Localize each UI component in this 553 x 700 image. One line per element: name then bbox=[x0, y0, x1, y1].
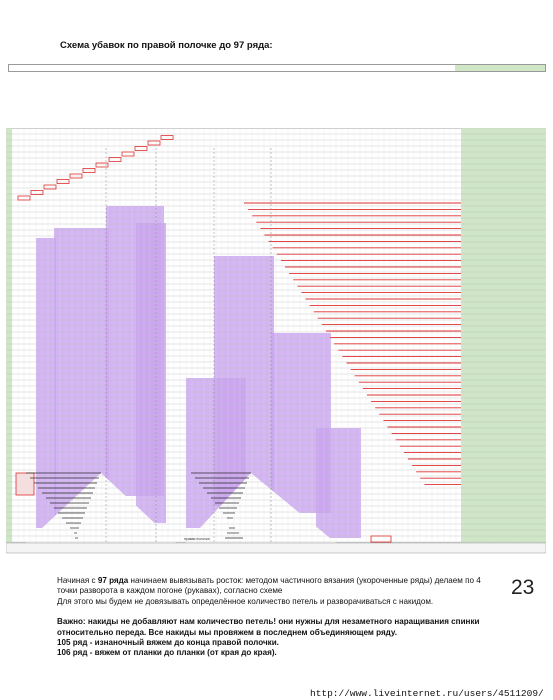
turn-point-mark bbox=[121, 151, 135, 157]
turn-point-mark bbox=[108, 157, 122, 162]
turn-point-mark bbox=[95, 162, 109, 168]
purple-zone bbox=[136, 223, 166, 523]
turn-point-mark bbox=[160, 135, 174, 140]
decrease-triangle bbox=[26, 473, 176, 543]
page-title: Схема убавок по правой полочке до 97 ряд… bbox=[60, 40, 273, 51]
top-strip-chart bbox=[8, 64, 546, 72]
decrease-triangle bbox=[186, 473, 336, 543]
page-number: 23 bbox=[511, 576, 535, 599]
bottom-number-strip bbox=[6, 542, 546, 554]
highlight-row: 97 ряда bbox=[97, 576, 129, 585]
left-green-column bbox=[6, 128, 12, 543]
top-strip-green-zone bbox=[455, 65, 545, 71]
turn-point-mark bbox=[30, 190, 44, 195]
turn-point-mark bbox=[147, 140, 161, 146]
knitting-chart-svg: правая полочка bbox=[6, 128, 546, 554]
turn-point-mark bbox=[17, 195, 31, 201]
purple-zone bbox=[316, 428, 361, 538]
turn-point-mark bbox=[82, 168, 96, 173]
turn-point-mark bbox=[69, 173, 83, 179]
turn-point-mark bbox=[43, 184, 57, 190]
turn-point-mark bbox=[370, 535, 392, 543]
paragraph-1: Начиная с 97 ряда начинаем вывязывать ро… bbox=[57, 576, 481, 596]
purple-zone bbox=[36, 238, 56, 528]
turn-point-mark bbox=[56, 179, 70, 184]
row-105-note: 105 ряд - изнаночный вяжем до конца прав… bbox=[57, 638, 279, 648]
green-zone bbox=[461, 128, 546, 543]
knitting-chart: правая полочка bbox=[6, 128, 546, 563]
important-note: Важно: накиды не добавляют нам количеств… bbox=[57, 617, 480, 637]
turn-point-mark bbox=[134, 146, 148, 151]
row-106-note: 106 ряд - вяжем от планки до планки (от … bbox=[57, 648, 277, 658]
paragraph-1-line2: Для этого мы будем не довязывать определ… bbox=[57, 596, 434, 606]
footer-url: http://www.liveinternet.ru/users/4511209… bbox=[310, 688, 544, 699]
instructions-text: Начиная с 97 ряда начинаем вывязывать ро… bbox=[57, 576, 502, 659]
side-marker bbox=[15, 472, 35, 496]
chart-axis-label: правая полочка bbox=[184, 537, 210, 541]
